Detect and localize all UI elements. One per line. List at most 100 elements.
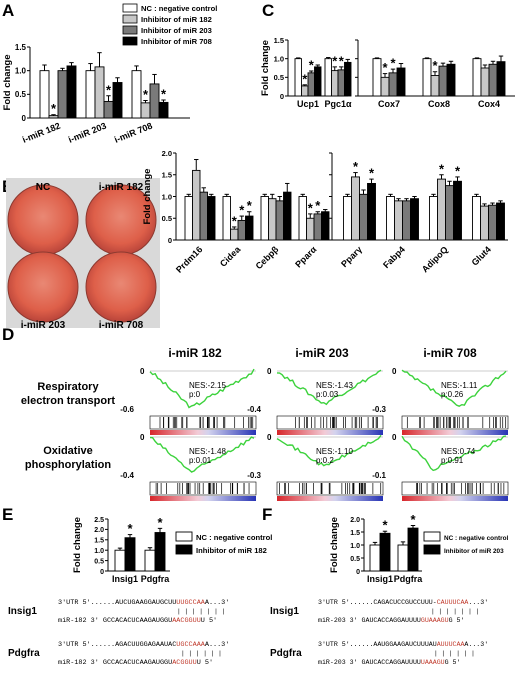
dish-label-203: i-miR 203: [21, 320, 66, 331]
gsea-nes: NES:-1.10: [316, 447, 353, 456]
alignment-e-utr-insig1: 3'UTR 5'......AUCUGAAGGAUGCUUUUGCCAAA...…: [58, 599, 229, 607]
category-label: Pgc1α: [324, 99, 352, 109]
gsea-row-label-respiratory-1: Respiratory: [37, 381, 99, 393]
bar-i203-0: [388, 72, 398, 97]
bar-i182-0: [301, 85, 309, 97]
significance-star: *: [161, 87, 167, 102]
panel-label-c: C: [262, 1, 274, 20]
bar-i708-2: [158, 101, 169, 119]
y-tick-label: 2.0: [94, 527, 104, 534]
gsea-row-label-oxphos-1: Oxidative: [43, 445, 93, 457]
gsea-ybottom-label: -0.1: [372, 471, 386, 480]
y-tick-label: 1.5: [350, 530, 360, 537]
dish-label-nc: NC: [36, 182, 50, 193]
legend-a-swatch-nc: [122, 3, 138, 13]
alignment-f-mir-pdgfra: miR-203 3' GAUCACCAGGAUUUUUAAAGUG 5': [318, 659, 460, 666]
bar-nc-1: [422, 58, 432, 97]
category-label: i-miR 203: [67, 121, 108, 145]
y-tick-label: 0.5: [274, 73, 284, 82]
bar-nc-2: [429, 196, 438, 241]
bar-i708-1: [344, 61, 352, 97]
legend-f-label-nc: NC : negative control: [444, 535, 508, 542]
legend-a: NC : negative control Inhibitor of miR 1…: [122, 3, 217, 46]
bar-i708-2: [453, 180, 462, 241]
gsea-pvalue: p:0.2: [316, 456, 334, 465]
gsea-panel: i-miR 182 i-miR 203 i-miR 708 Respirator…: [21, 346, 509, 501]
significance-star: *: [390, 56, 396, 71]
legend-a-swatch-203: [122, 25, 138, 35]
category-label: Pdgfra: [394, 574, 423, 584]
category-label: Prdm16: [174, 244, 204, 274]
legend-a-label-203: Inhibitor of miR 203: [141, 26, 212, 35]
category-label: Insig1: [367, 574, 393, 584]
legend-e-swatch-inhibitor: [175, 544, 193, 555]
bar-i182-0: [380, 76, 390, 97]
gsea-ytop-label: 0: [267, 433, 272, 442]
category-label: Insig1: [112, 574, 138, 584]
alignment-e: Insig1 3'UTR 5'......AUCUGAAGGAUGCUUUUGC…: [8, 599, 229, 667]
y-axis-label: Fold change: [142, 169, 153, 225]
alignment-f-gene-pdgfra: Pdgfra: [270, 648, 302, 659]
bar-nc-0: [184, 196, 193, 241]
category-label: Fabp4: [381, 244, 407, 270]
chart-f: 0 0.5 1.0 1.5 2.0 Fold change Insig1 Pdgfra * *: [329, 512, 423, 584]
gsea-plot-1-1: 0 -0.3 NES:-1.10p:0.2: [247, 433, 384, 501]
chart-c-right: Cox7 Cox8 Cox4* * *: [355, 39, 515, 109]
legend-e: NC : negative control Inhibitor of miR 1…: [175, 531, 272, 555]
alignment-e-pairs-pdgfra: | | | | | |: [181, 650, 222, 657]
legend-a-swatch-708: [122, 36, 138, 46]
bar-i708-0: [207, 196, 216, 241]
bar-nc-3: [472, 196, 481, 241]
legend-a-label-708: Inhibitor of miR 708: [141, 37, 212, 46]
y-tick-label: 1.5: [15, 43, 27, 52]
y-tick-label: 0: [280, 92, 284, 101]
gsea-enrichment-curve: [149, 436, 255, 473]
panel-label-d: D: [2, 325, 14, 344]
legend-f-swatch-nc: [423, 531, 441, 542]
bar-i708-2: [283, 191, 292, 241]
alignment-e-gene-insig1: Insig1: [8, 606, 37, 617]
y-tick-label: 0: [22, 114, 27, 123]
bar-i182-0: [192, 169, 201, 241]
gsea-enrichment-curve: [401, 435, 507, 472]
dish-label-708: i-miR 708: [99, 320, 144, 331]
gsea-ytop-label: 0: [140, 367, 145, 376]
bar-i203-1: [402, 200, 411, 241]
y-tick-label: 0.5: [162, 214, 172, 223]
category-label: Pdgfra: [141, 574, 170, 584]
bar-i708-2: [496, 61, 506, 97]
category-label: Cebpβ: [254, 244, 281, 271]
gsea-col-203: i-miR 203: [295, 346, 349, 360]
panel-label-a: A: [2, 1, 14, 20]
y-tick-label: 2.0: [350, 517, 360, 524]
bar-i203-2: [275, 200, 284, 241]
dish-203: [7, 251, 79, 323]
alignment-f-pairs-insig1: | | | | | | |: [431, 608, 479, 615]
bar-i182-1: [430, 75, 440, 97]
alignment-f: Insig1 3'UTR 5'......CAGACUCCGUCCUUU-CAU…: [270, 599, 488, 666]
bar-i708-1: [112, 82, 123, 119]
gsea-pvalue: p:0.91: [441, 456, 464, 465]
bar-nc-1: [222, 196, 231, 241]
gsea-ytop-label: 0: [267, 367, 272, 376]
y-tick-label: 1.5: [274, 36, 284, 45]
gsea-plot-0-2: 0 -0.3 NES:-1.11p:0.26: [372, 367, 509, 435]
significance-star: *: [239, 203, 245, 218]
gsea-enrichment-curve: [149, 368, 255, 409]
category-label: Glut4: [470, 244, 493, 267]
gsea-col-708: i-miR 708: [423, 346, 477, 360]
bar-nc-1: [85, 70, 96, 119]
significance-star: *: [143, 87, 149, 102]
bar-i182-1: [331, 70, 339, 97]
alignment-f-pairs-pdgfra: | | | | | |: [434, 650, 475, 657]
panel-label-f: F: [262, 505, 272, 524]
gsea-enrichment-curve: [276, 434, 382, 467]
bar-i708-3: [496, 202, 505, 241]
bar-i203-0: [57, 70, 68, 119]
bar-i203-2: [149, 83, 160, 119]
category-label: Cox8: [428, 99, 450, 109]
category-label: Ucp1: [297, 99, 319, 109]
gsea-nes: NES:-1.43: [316, 381, 353, 390]
category-label: Cidea: [218, 244, 243, 269]
